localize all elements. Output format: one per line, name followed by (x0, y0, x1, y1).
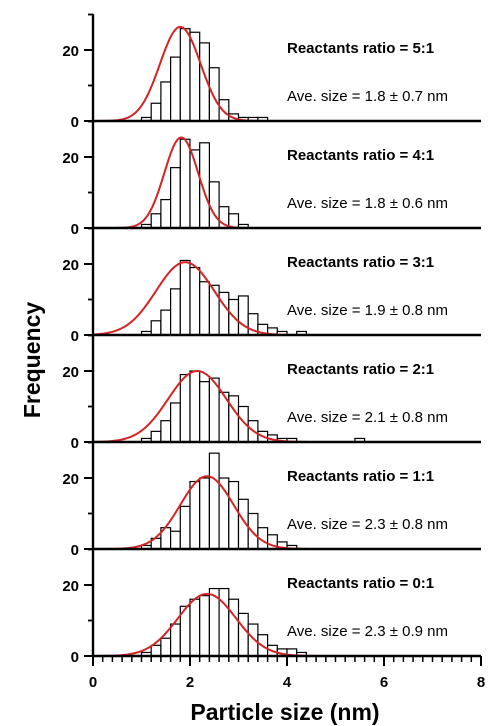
histogram-bar (170, 56, 181, 122)
histogram-bar (208, 181, 220, 229)
histogram-bar (170, 402, 181, 443)
histogram-bar (228, 480, 240, 550)
histogram-bar (160, 81, 172, 122)
panel-2: 0 20 Reactants ratio = 4:1 Ave. size = 1.8 … (62, 120, 481, 238)
panel-5: 0 20 Reactants ratio = 1:1 Ave. size = 2.3 … (62, 441, 481, 559)
x-tick-label: 0 (89, 674, 97, 691)
y-tick-label: 20 (62, 150, 79, 167)
y-tick-label: 0 (71, 328, 79, 345)
histogram-bar (160, 420, 172, 443)
histogram-bar (150, 430, 162, 443)
y-tick-label: 0 (71, 221, 79, 238)
size-annotation: Ave. size = 1.9 ± 0.8 nm (287, 302, 448, 319)
histogram-bar (170, 288, 181, 336)
panel-1: 0 20 Reactants ratio = 5:1 Ave. size = 1.8 … (62, 13, 481, 131)
size-annotation: Ave. size = 2.1 ± 0.8 nm (287, 409, 448, 426)
histogram-bar (199, 595, 210, 657)
histogram-bar (179, 373, 191, 443)
y-axis-label: Frequency (19, 302, 45, 419)
histogram-bar (179, 138, 191, 229)
size-annotation: Ave. size = 2.3 ± 0.9 nm (287, 623, 448, 640)
histogram-bar (237, 295, 249, 336)
histogram-bar (218, 587, 230, 657)
histogram-bar (189, 370, 201, 443)
histogram-bar (199, 281, 210, 336)
histogram-bar (208, 284, 220, 336)
panel-title: Reactants ratio = 1:1 (287, 468, 434, 485)
histogram-bar (199, 381, 210, 443)
size-annotation: Ave. size = 1.8 ± 0.7 nm (287, 88, 448, 105)
histogram-bar (170, 530, 181, 550)
histogram-bar (150, 102, 162, 122)
panel-3: 0 20 Reactants ratio = 3:1 Ave. size = 1.9 … (62, 227, 481, 345)
histogram-bar (208, 67, 220, 122)
histogram-bar (150, 320, 162, 336)
y-tick-label: 20 (62, 471, 79, 488)
histogram-bar (228, 395, 240, 443)
size-annotation: Ave. size = 2.3 ± 0.8 nm (287, 516, 448, 533)
histogram-bar (247, 623, 259, 657)
y-tick-label: 20 (62, 578, 79, 595)
x-axis: 0 2 4 6 8 (89, 656, 485, 691)
x-tick-label: 6 (380, 674, 388, 691)
x-tick-label: 4 (283, 674, 292, 691)
x-tick-label: 8 (477, 674, 485, 691)
histogram-bar (150, 213, 162, 229)
histogram-bar (208, 452, 220, 550)
panel-title: Reactants ratio = 3:1 (287, 254, 434, 271)
panel-title: Reactants ratio = 0:1 (287, 575, 434, 592)
histogram-bar (189, 266, 201, 336)
histogram-bar (179, 28, 191, 122)
panel-6: 0 20 Reactants ratio = 0:1 Ave. size = 2.3 … (62, 548, 481, 666)
y-tick-label: 20 (62, 43, 79, 60)
x-tick-label: 2 (186, 674, 194, 691)
panel-title: Reactants ratio = 5:1 (287, 40, 434, 57)
size-annotation: Ave. size = 1.8 ± 0.6 nm (287, 195, 448, 212)
y-tick-label: 0 (71, 435, 79, 452)
panels: 0 20 Reactants ratio = 5:1 Ave. size = 1.8 … (62, 13, 481, 666)
y-tick-label: 20 (62, 364, 79, 381)
histogram-bar (150, 644, 162, 657)
histogram-bar (160, 309, 172, 336)
panel-4: 0 20 Reactants ratio = 2:1 Ave. size = 2.1 … (62, 334, 481, 452)
histogram-bar (237, 612, 249, 657)
histogram-bar (179, 505, 191, 550)
histogram-bar (199, 477, 210, 550)
panel-title: Reactants ratio = 2:1 (287, 361, 434, 378)
y-tick-label: 20 (62, 257, 79, 274)
histogram-bar (189, 598, 201, 657)
histogram-bar (189, 480, 201, 550)
x-axis-label: Particle size (nm) (190, 699, 379, 725)
histogram-bar (228, 598, 240, 657)
y-tick-label: 0 (71, 542, 79, 559)
y-tick-label: 0 (71, 649, 79, 666)
histogram-bar (170, 167, 181, 229)
panel-title: Reactants ratio = 4:1 (287, 147, 434, 164)
histogram-bar (170, 623, 181, 657)
y-tick-label: 0 (71, 114, 79, 131)
histogram-bar (160, 199, 172, 229)
histogram-bar (179, 259, 191, 336)
histogram-bar (160, 637, 172, 657)
